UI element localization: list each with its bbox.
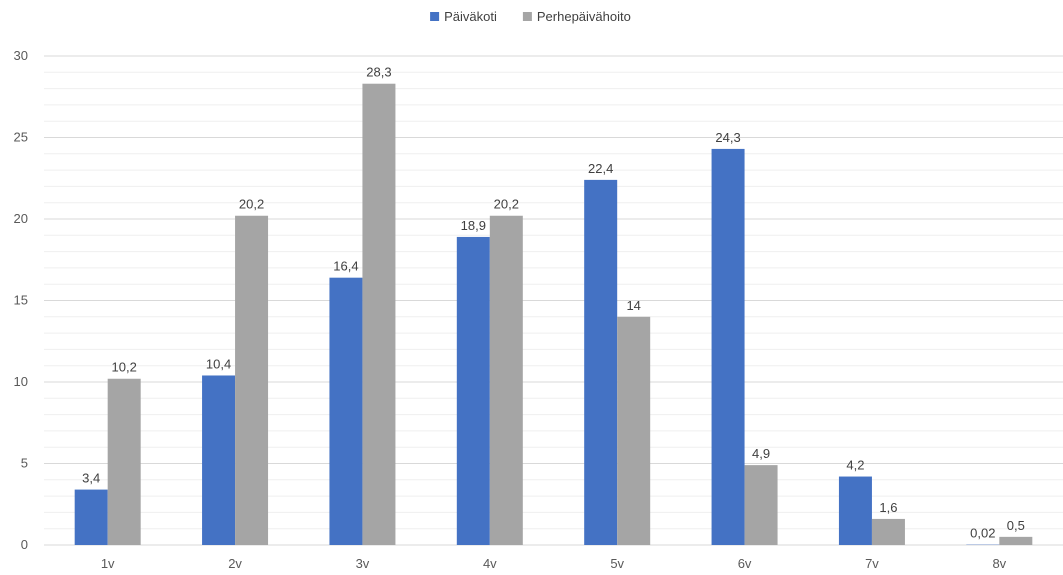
data-labels: 3,4 10,4 16,4 18,9 22,4 24,3 4,2 0,02 10,2 20,2 28… — [82, 65, 1025, 541]
bar-paivakoti — [838, 476, 872, 545]
bar-perhepaivahoito — [107, 378, 141, 545]
data-label: 24,3 — [715, 130, 740, 145]
bar-perhepaivahoito — [362, 83, 396, 546]
legend: Päiväkoti Perhepäivähoito — [430, 9, 631, 24]
y-tick-label: 30 — [14, 48, 28, 63]
x-tick-label: 2v — [228, 556, 242, 571]
x-tick-label: 8v — [992, 556, 1006, 571]
data-label: 14 — [626, 298, 640, 313]
x-tick-label: 6v — [738, 556, 752, 571]
y-tick-label: 0 — [21, 537, 28, 552]
bar-perhepaivahoito — [999, 536, 1033, 545]
y-tick-label: 20 — [14, 211, 28, 226]
x-tick-label: 1v — [101, 556, 115, 571]
data-label: 10,4 — [206, 356, 231, 371]
legend-swatch — [430, 12, 440, 21]
bars — [74, 83, 1033, 546]
bar-paivakoti — [74, 489, 108, 545]
legend-label: Perhepäivähoito — [537, 9, 631, 24]
data-label: 3,4 — [82, 471, 100, 486]
bar-perhepaivahoito — [744, 465, 778, 545]
data-label: 20,2 — [494, 197, 519, 212]
y-tick-label: 25 — [14, 130, 28, 145]
x-tick-label: 4v — [483, 556, 497, 571]
bar-perhepaivahoito — [871, 518, 905, 545]
data-label: 18,9 — [461, 218, 486, 233]
data-label: 28,3 — [366, 65, 391, 80]
y-axis: 0 5 10 15 20 25 30 — [14, 48, 28, 552]
data-label: 10,2 — [112, 360, 137, 375]
bar-paivakoti — [202, 375, 236, 545]
bar-perhepaivahoito — [489, 215, 523, 546]
data-label: 16,4 — [333, 259, 358, 274]
bar-paivakoti — [456, 236, 490, 545]
data-label: 1,6 — [879, 500, 897, 515]
data-label: 0,02 — [970, 526, 995, 541]
bar-paivakoti — [711, 148, 745, 545]
bar-perhepaivahoito — [617, 316, 651, 545]
bar-paivakoti — [584, 179, 618, 545]
x-tick-label: 5v — [610, 556, 624, 571]
legend-swatch — [522, 12, 532, 21]
x-tick-label: 3v — [356, 556, 370, 571]
data-label: 0,5 — [1007, 518, 1025, 533]
legend-label: Päiväkoti — [444, 9, 497, 24]
gridlines — [44, 55, 1063, 546]
y-tick-label: 15 — [14, 293, 28, 308]
bar-perhepaivahoito — [235, 215, 269, 546]
data-label: 22,4 — [588, 161, 613, 176]
data-label: 4,9 — [752, 446, 770, 461]
data-label: 4,2 — [846, 458, 864, 473]
y-tick-label: 5 — [21, 456, 28, 471]
data-label: 20,2 — [239, 197, 264, 212]
x-tick-label: 7v — [865, 556, 879, 571]
y-tick-label: 10 — [14, 374, 28, 389]
x-axis: 1v 2v 3v 4v 5v 6v 7v 8v — [101, 556, 1007, 571]
bar-paivakoti — [329, 277, 363, 545]
